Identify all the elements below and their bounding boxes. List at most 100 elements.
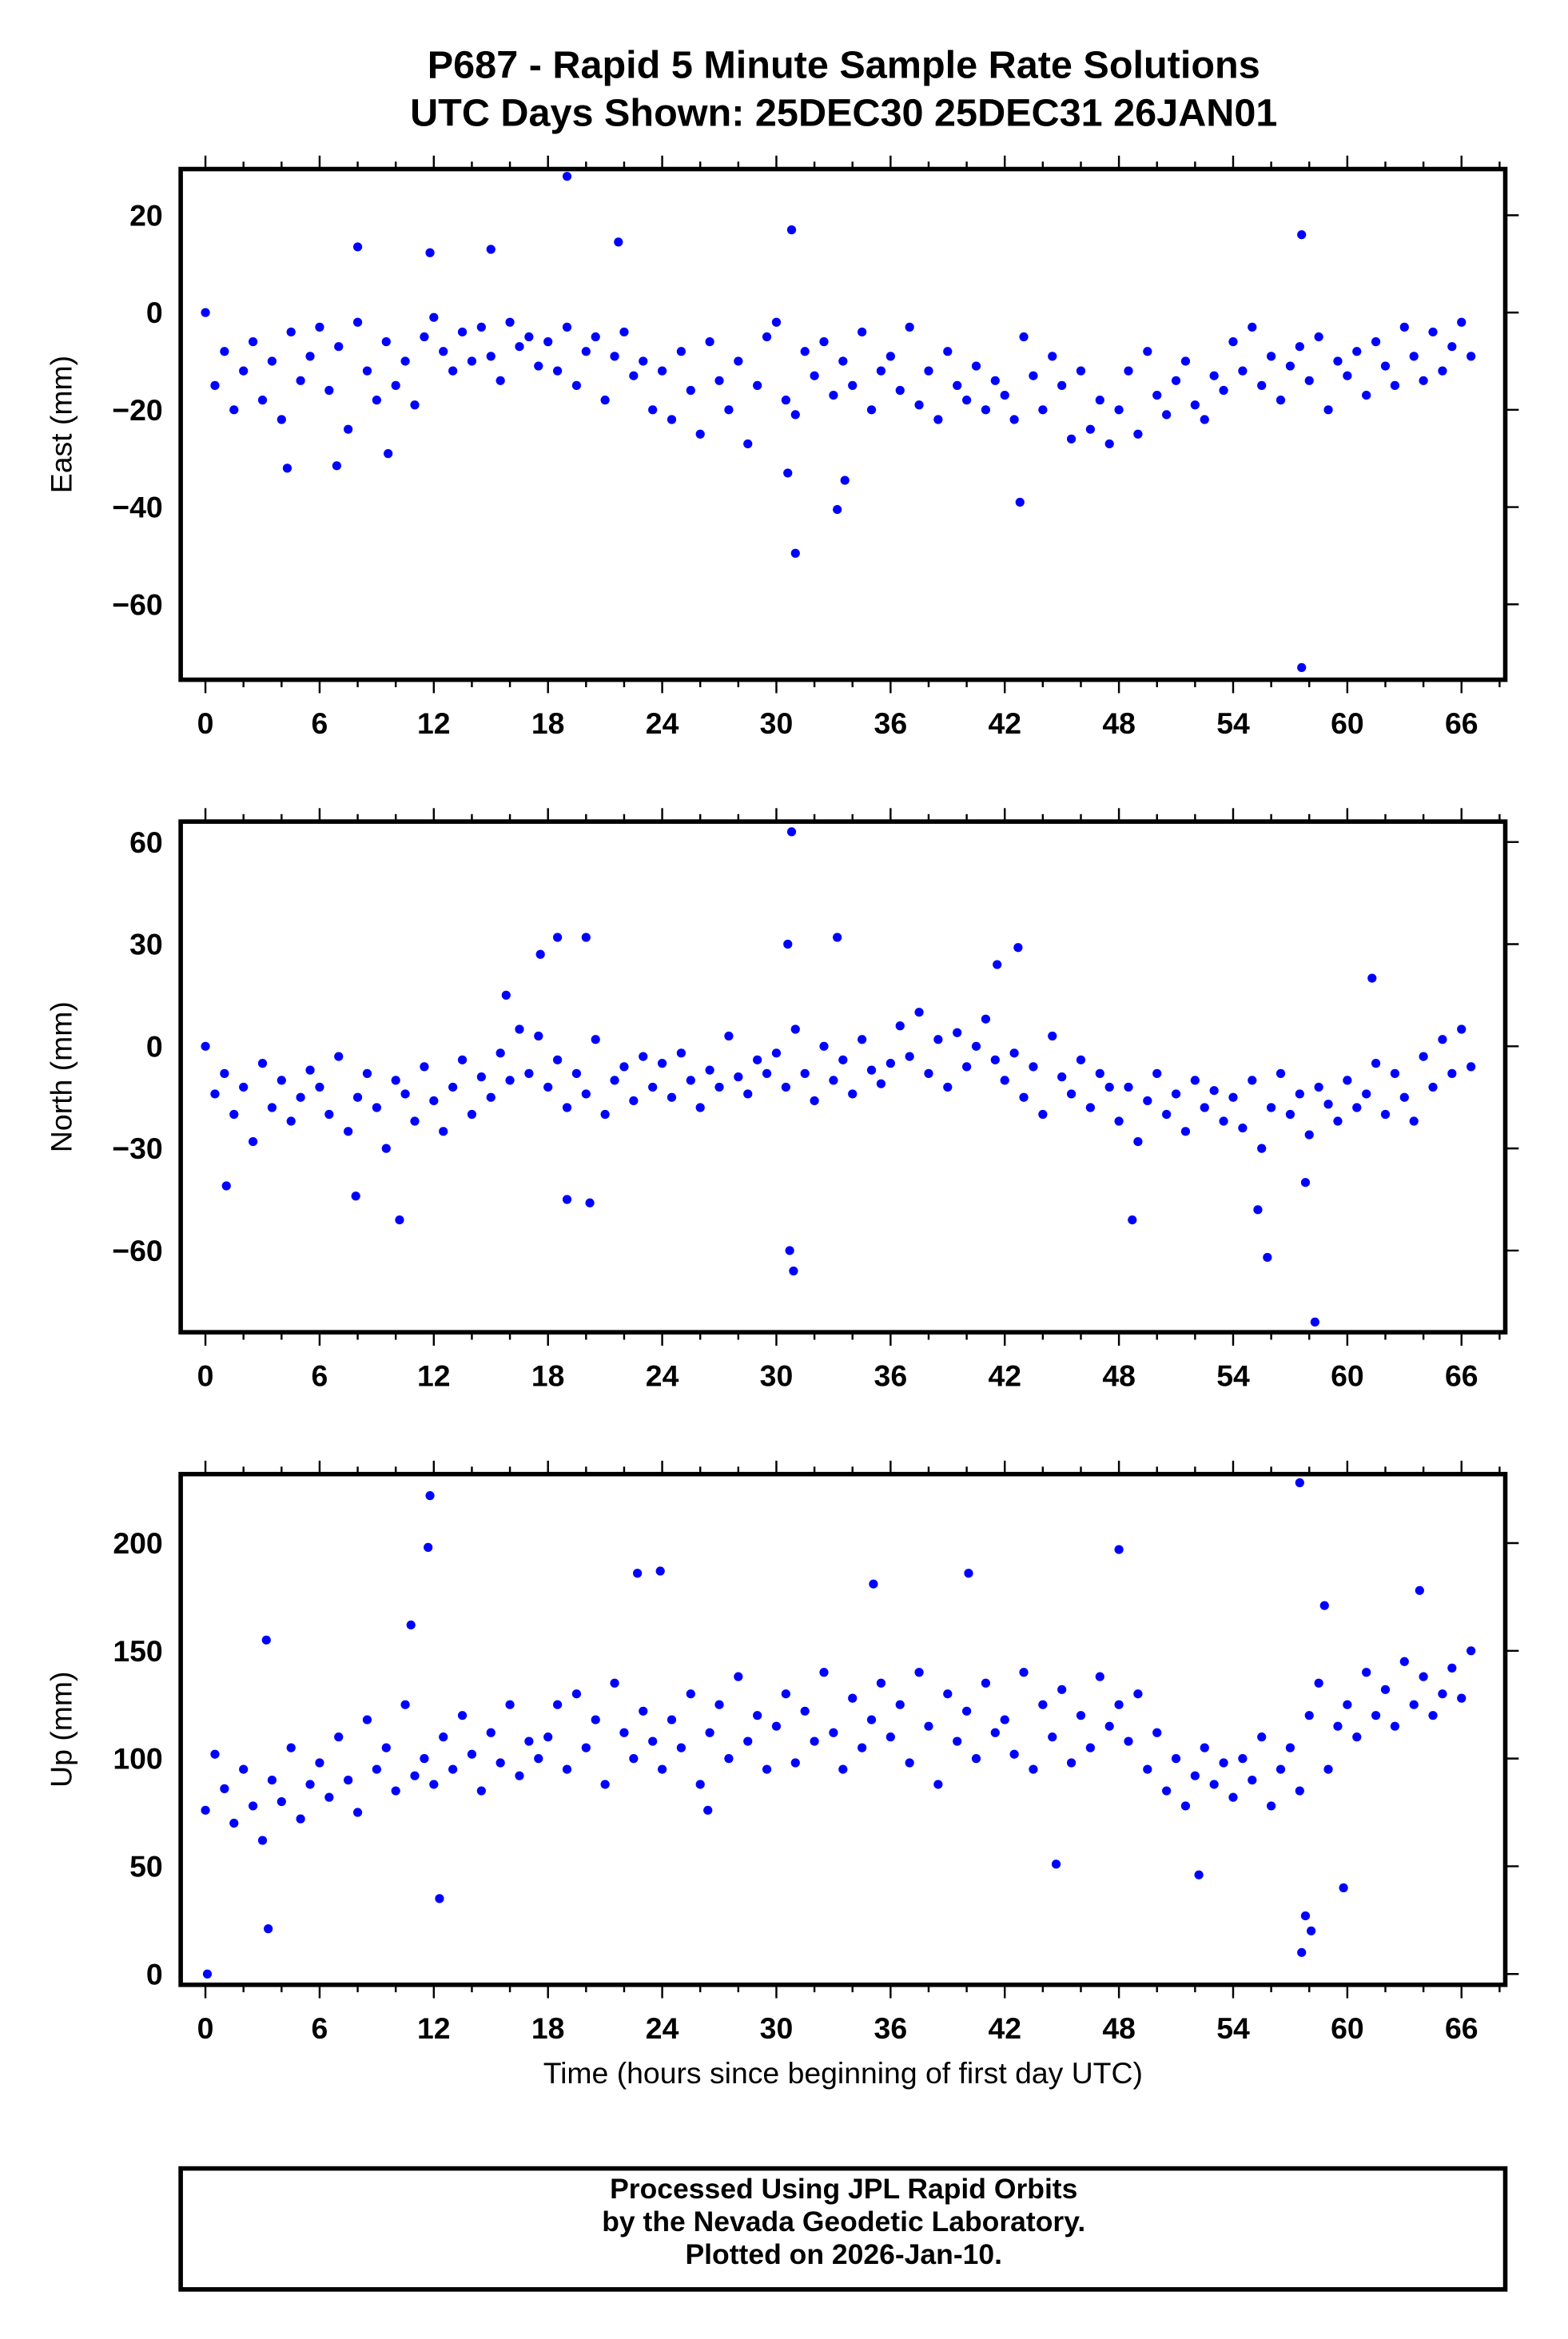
data-point [961, 1062, 972, 1072]
data-point [362, 1715, 372, 1724]
data-point-outlier [1194, 1870, 1204, 1880]
data-point [315, 1082, 324, 1092]
data-point [781, 1082, 790, 1092]
data-point [1285, 361, 1295, 371]
data-point [961, 1706, 972, 1716]
data-point [562, 1103, 572, 1112]
data-point [1409, 1116, 1419, 1126]
data-point [296, 1814, 305, 1824]
data-point [810, 1736, 819, 1746]
data-point [1057, 1685, 1067, 1694]
data-point [1285, 1743, 1295, 1752]
data-point [648, 405, 658, 415]
data-point [210, 1089, 220, 1099]
x-tick-label: 24 [646, 2011, 679, 2045]
data-point [762, 1068, 772, 1078]
data-point [734, 1672, 743, 1681]
data-point [1085, 1103, 1095, 1112]
y-axis-label: Up (mm) [45, 1672, 78, 1788]
data-point [714, 1700, 724, 1709]
data-point [838, 356, 848, 366]
data-point [1133, 1689, 1143, 1699]
x-tick-label: 30 [760, 1358, 794, 1392]
data-point [838, 1055, 848, 1064]
data-point [344, 424, 353, 434]
data-point [334, 1052, 344, 1061]
data-point [505, 317, 515, 327]
data-point-outlier [1367, 973, 1377, 983]
data-point [648, 1736, 658, 1746]
data-point [1029, 371, 1038, 380]
data-point [296, 376, 305, 385]
data-point [220, 1068, 229, 1078]
footer-line2: by the Nevada Geodetic Laboratory. [602, 2206, 1085, 2238]
data-point [858, 1035, 867, 1044]
data-point [1457, 1024, 1467, 1034]
y-tick-label: 200 [113, 1526, 162, 1560]
data-point [1019, 332, 1029, 342]
data-point [1171, 376, 1181, 385]
data-point [1066, 434, 1077, 444]
data-point [790, 1758, 800, 1768]
data-point [610, 1678, 619, 1688]
data-point [819, 337, 829, 347]
data-point [201, 1041, 210, 1051]
data-point [400, 1089, 410, 1099]
data-point [439, 1732, 448, 1742]
data-point [990, 1728, 1000, 1737]
data-point [1295, 1786, 1304, 1796]
data-point [629, 1096, 639, 1106]
data-point [1333, 1721, 1343, 1731]
data-point [1143, 347, 1152, 356]
data-point [781, 396, 790, 405]
data-point [714, 376, 724, 385]
data-point [905, 322, 914, 332]
data-point [1000, 390, 1009, 400]
data-point [581, 347, 591, 356]
data-point [1095, 1672, 1104, 1681]
data-point [1399, 1092, 1409, 1102]
data-point [943, 1689, 953, 1699]
data-point [1238, 366, 1248, 376]
data-point [600, 396, 610, 405]
data-point [1467, 352, 1476, 361]
data-point [1371, 1059, 1381, 1068]
data-point-outlier [783, 468, 793, 478]
y-tick-label: 0 [146, 1029, 163, 1063]
data-point [1267, 352, 1276, 361]
data-point [1419, 376, 1428, 385]
data-point [1048, 352, 1057, 361]
y-tick-label: 100 [113, 1742, 162, 1776]
data-point [1399, 322, 1409, 332]
data-point [524, 1068, 534, 1078]
data-point [1219, 1116, 1228, 1126]
data-point [1362, 1668, 1371, 1677]
data-point [515, 342, 524, 352]
data-point [305, 1780, 315, 1789]
data-point [229, 405, 239, 415]
data-point [819, 1668, 829, 1677]
data-point [629, 1754, 639, 1764]
data-point [981, 1014, 991, 1024]
data-point [1447, 1663, 1457, 1673]
data-point [1190, 1771, 1200, 1780]
y-tick-label: 60 [129, 825, 163, 859]
data-point [267, 356, 277, 366]
x-tick-label: 0 [197, 2011, 214, 2045]
data-point [762, 1764, 772, 1774]
data-point [1371, 1711, 1381, 1720]
data-point [352, 1808, 363, 1817]
x-tick-label: 30 [760, 706, 794, 740]
data-point [866, 405, 877, 415]
data-point [543, 337, 553, 347]
data-point-outlier [833, 933, 842, 942]
data-point [457, 1711, 468, 1720]
data-point [1029, 1062, 1038, 1072]
data-point [457, 327, 468, 337]
data-point [495, 1048, 505, 1058]
data-point [305, 1065, 315, 1075]
x-tick-label: 24 [646, 706, 679, 740]
data-point [524, 332, 534, 342]
data-point [858, 327, 867, 337]
